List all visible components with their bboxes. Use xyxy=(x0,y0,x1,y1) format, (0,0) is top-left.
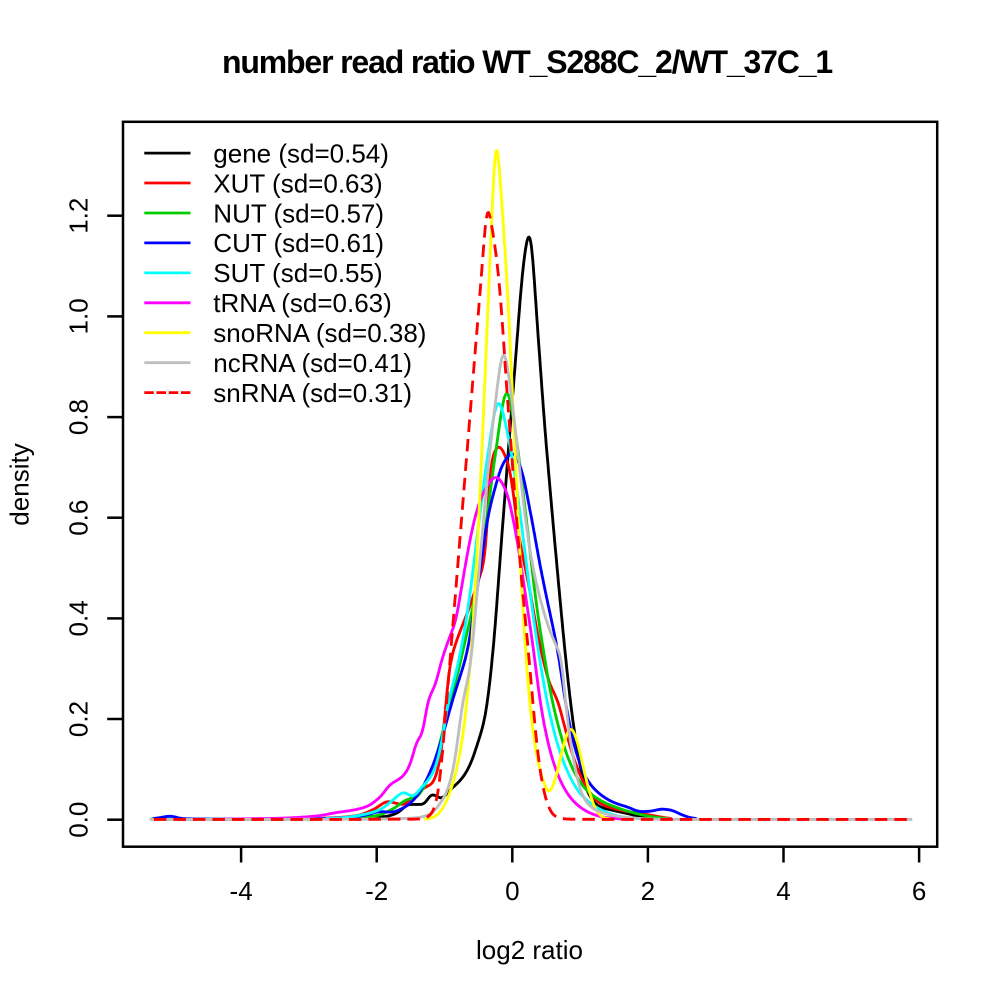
svg-text:0.8: 0.8 xyxy=(64,399,94,435)
svg-text:1.0: 1.0 xyxy=(64,298,94,334)
svg-text:log2 ratio: log2 ratio xyxy=(476,935,583,965)
svg-text:gene (sd=0.54): gene (sd=0.54) xyxy=(213,138,389,168)
svg-text:ncRNA (sd=0.41): ncRNA (sd=0.41) xyxy=(213,348,412,378)
svg-text:XUT (sd=0.63): XUT (sd=0.63) xyxy=(213,168,382,198)
svg-text:4: 4 xyxy=(776,876,790,906)
svg-text:0: 0 xyxy=(505,876,519,906)
svg-text:0.6: 0.6 xyxy=(64,500,94,536)
svg-text:tRNA (sd=0.63): tRNA (sd=0.63) xyxy=(213,288,391,318)
svg-text:0.0: 0.0 xyxy=(64,802,94,838)
svg-text:1.2: 1.2 xyxy=(64,198,94,234)
svg-text:snRNA (sd=0.31): snRNA (sd=0.31) xyxy=(213,378,412,408)
svg-text:density: density xyxy=(4,443,34,525)
svg-text:-4: -4 xyxy=(230,876,253,906)
svg-text:number read ratio WT_S288C_2/W: number read ratio WT_S288C_2/WT_37C_1 xyxy=(222,44,832,80)
svg-text:2: 2 xyxy=(641,876,655,906)
svg-text:6: 6 xyxy=(912,876,926,906)
svg-text:0.4: 0.4 xyxy=(64,600,94,636)
svg-text:CUT (sd=0.61): CUT (sd=0.61) xyxy=(213,228,384,258)
svg-text:SUT (sd=0.55): SUT (sd=0.55) xyxy=(213,258,382,288)
svg-text:0.2: 0.2 xyxy=(64,701,94,737)
svg-text:snoRNA (sd=0.38): snoRNA (sd=0.38) xyxy=(213,318,426,348)
svg-text:NUT (sd=0.57): NUT (sd=0.57) xyxy=(213,198,384,228)
svg-text:-2: -2 xyxy=(365,876,388,906)
